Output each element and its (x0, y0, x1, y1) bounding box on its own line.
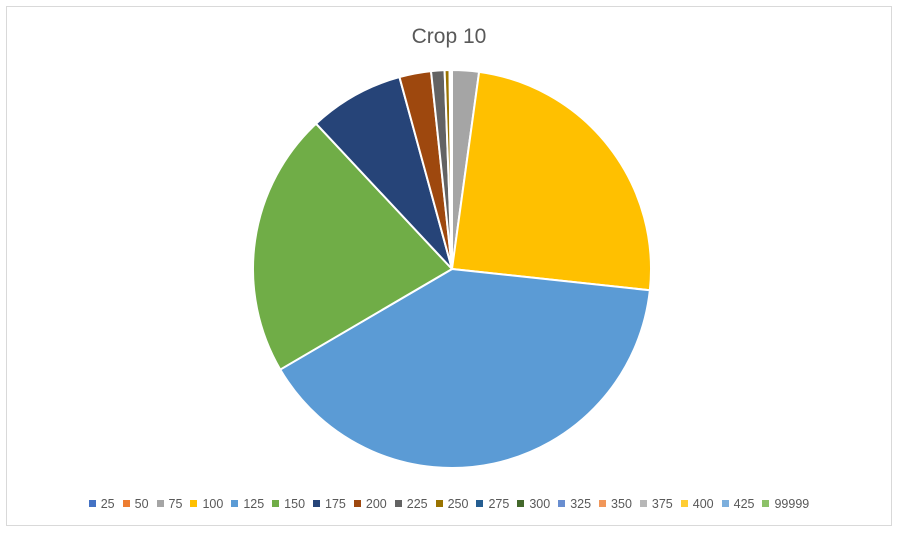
legend-item-75: 75 (156, 497, 183, 511)
legend-item-350: 350 (599, 497, 632, 511)
pie-chart (251, 68, 652, 470)
legend-item-99999: 99999 (762, 497, 809, 511)
legend-swatch (599, 500, 607, 507)
legend-swatch (435, 500, 443, 507)
legend-item-425: 425 (721, 497, 755, 511)
legend-item-25: 25 (88, 497, 115, 511)
legend-label: 50 (134, 497, 149, 511)
legend-item-275: 275 (476, 497, 509, 511)
chart-legend: 25 50 75 100 125 150 175 200 225 250 275 300 325 350 3… (7, 497, 891, 511)
legend-swatch (122, 500, 130, 507)
chart-area: Crop 10 25 50 75 100 125 150 175 200 225 250 275 30… (6, 6, 892, 526)
legend-swatch (639, 500, 647, 507)
legend-label: 275 (488, 497, 510, 511)
legend-item-125: 125 (231, 497, 264, 511)
pie-slice-100 (451, 70, 652, 292)
legend-label: 425 (733, 497, 755, 511)
pie-slice-125 (279, 268, 651, 470)
legend-label: 100 (202, 497, 224, 511)
legend-swatch (88, 500, 96, 507)
legend-swatch (517, 500, 525, 507)
pie-slice-300 (449, 68, 453, 270)
legend-label: 75 (168, 497, 183, 511)
legend-swatch (190, 500, 198, 507)
legend-swatch (558, 500, 566, 507)
legend-item-250: 250 (435, 497, 469, 511)
legend-item-200: 200 (353, 497, 387, 511)
pie-slice-150 (251, 122, 453, 371)
legend-label: 250 (447, 497, 469, 511)
legend-swatch (313, 500, 321, 507)
legend-item-100: 100 (190, 497, 223, 511)
legend-swatch (353, 500, 361, 507)
legend-label: 125 (243, 497, 265, 511)
legend-label: 325 (570, 497, 592, 511)
legend-item-300: 300 (517, 497, 550, 511)
pie-slice-175 (315, 76, 453, 270)
legend-label: 99999 (774, 497, 810, 511)
legend-swatch (272, 500, 280, 507)
legend-label: 350 (611, 497, 632, 511)
legend-label: 225 (406, 497, 428, 511)
legend-swatch (231, 500, 239, 507)
legend-item-400: 400 (680, 497, 714, 511)
legend-item-375: 375 (639, 497, 673, 511)
legend-swatch (156, 500, 164, 507)
chart-title: Crop 10 (411, 25, 487, 48)
legend-label: 200 (365, 497, 387, 511)
legend-label: 175 (325, 497, 346, 511)
legend-item-150: 150 (272, 497, 305, 511)
legend-item-225: 225 (394, 497, 428, 511)
legend-label: 25 (100, 497, 115, 511)
legend-label: 300 (529, 497, 551, 511)
legend-swatch (762, 500, 770, 507)
legend-item-325: 325 (558, 497, 591, 511)
legend-swatch (476, 500, 484, 507)
legend-swatch (721, 500, 729, 507)
legend-item-175: 175 (313, 497, 346, 511)
legend-label: 400 (692, 497, 714, 511)
legend-label: 150 (284, 497, 306, 511)
legend-label: 375 (651, 497, 673, 511)
legend-swatch (394, 500, 402, 507)
legend-swatch (680, 500, 688, 507)
legend-item-50: 50 (122, 497, 149, 511)
